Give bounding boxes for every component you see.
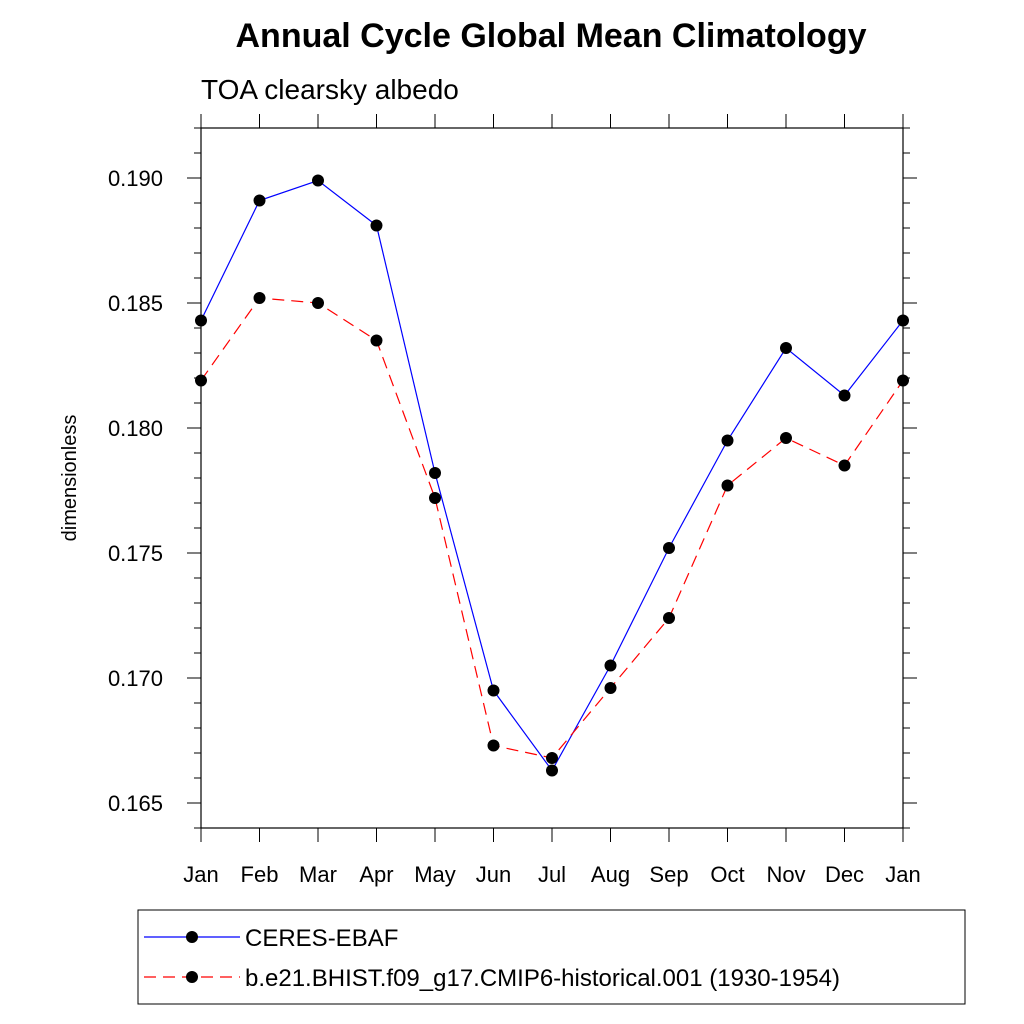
x-tick-label: Apr <box>359 862 393 887</box>
series-0-point <box>429 467 441 479</box>
series-1-point <box>780 432 792 444</box>
series-layer <box>195 174 909 777</box>
series-1-point <box>253 292 266 304</box>
legend-marker-1 <box>186 971 198 983</box>
x-tick-label: Aug <box>591 862 630 887</box>
x-axis-ticks: Jan Feb Mar Apr May Jun Jul Aug Sep Oct Nov Dec Jan <box>183 114 921 887</box>
chart-subtitle: TOA clearsky albedo <box>201 74 459 105</box>
series-1-point <box>546 752 558 764</box>
y-tick-label: 0.175 <box>108 541 163 566</box>
series-0-point <box>838 389 851 402</box>
series-0-point <box>253 194 266 207</box>
legend-marker-0 <box>186 931 198 943</box>
x-tick-label: Jun <box>476 862 511 887</box>
series-0-point <box>604 659 617 672</box>
y-tick-label: 0.190 <box>108 166 163 191</box>
series-1-point <box>429 492 441 504</box>
x-tick-label: Dec <box>825 862 864 887</box>
x-tick-label: Oct <box>710 862 744 887</box>
series-1-point <box>195 374 207 387</box>
legend-label-1: b.e21.BHIST.f09_g17.CMIP6-historical.001… <box>245 965 840 992</box>
series-0-point <box>370 219 383 232</box>
series-1-point <box>663 612 675 624</box>
series-1-point <box>838 459 851 472</box>
series-1-point <box>721 479 734 492</box>
y-axis-ticks: 0.165 0.170 0.175 0.180 0.185 0.190 <box>108 127 917 829</box>
series-1-point <box>312 297 324 309</box>
x-tick-label: Mar <box>299 862 337 887</box>
x-tick-label: Jan <box>183 862 218 887</box>
series-0-point <box>663 542 675 554</box>
y-axis-label: dimensionless <box>59 415 81 542</box>
x-tick-label: Sep <box>649 862 688 887</box>
y-tick-label: 0.170 <box>108 666 163 691</box>
y-tick-label: 0.185 <box>108 291 163 316</box>
chart-title: Annual Cycle Global Mean Climatology <box>236 17 867 55</box>
x-tick-label: May <box>414 862 456 887</box>
series-1-point <box>604 682 617 694</box>
series-1-point <box>897 374 909 387</box>
legend: CERES-EBAF b.e21.BHIST.f09_g17.CMIP6-hist… <box>144 925 840 992</box>
series-1-point <box>370 334 383 347</box>
series-0-point <box>312 174 324 187</box>
y-tick-label: 0.180 <box>108 416 163 441</box>
series-0-point <box>487 684 500 697</box>
series-0-point <box>195 314 207 327</box>
series-0-point <box>780 342 792 354</box>
x-tick-label: Nov <box>766 862 805 887</box>
legend-label-0: CERES-EBAF <box>245 925 398 952</box>
series-0-point <box>721 434 734 447</box>
series-0-point <box>546 764 558 777</box>
x-tick-label: Jul <box>538 862 566 887</box>
y-tick-label: 0.165 <box>108 791 163 816</box>
series-1-point <box>487 739 500 752</box>
series-0-point <box>897 314 909 327</box>
legend-box <box>137 909 966 1005</box>
x-tick-label: Feb <box>241 862 279 887</box>
x-tick-label: Jan <box>885 862 920 887</box>
